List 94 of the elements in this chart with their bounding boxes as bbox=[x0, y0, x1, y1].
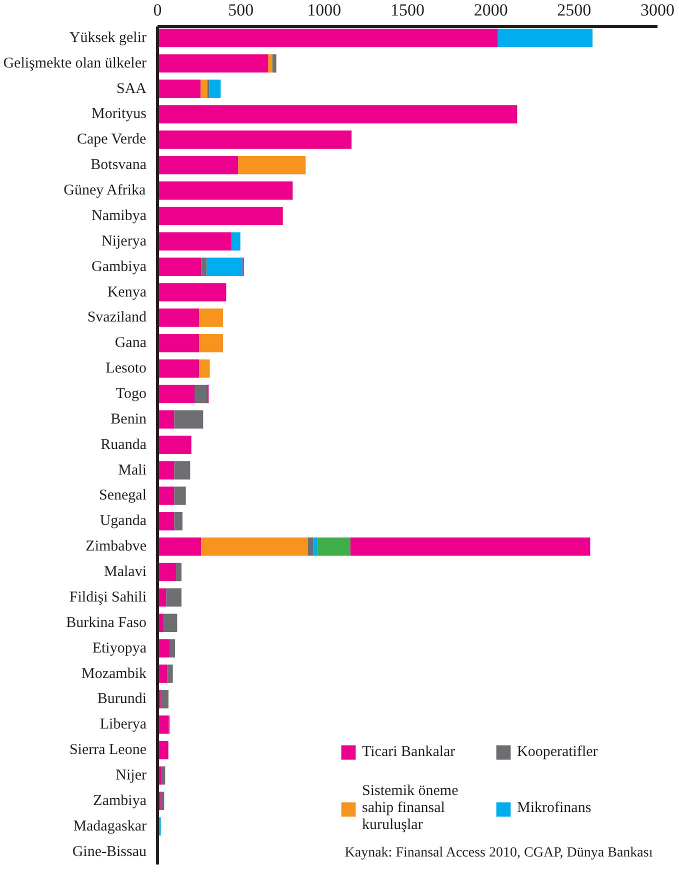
bar bbox=[350, 537, 590, 556]
y-tick-label: Burundi bbox=[97, 691, 147, 708]
bar bbox=[272, 54, 276, 73]
bar bbox=[206, 258, 243, 276]
bar bbox=[308, 537, 314, 556]
bar bbox=[158, 359, 199, 378]
y-tick-label: Morityus bbox=[91, 106, 147, 122]
bar bbox=[170, 639, 175, 658]
y-tick-label: Mali bbox=[118, 462, 147, 478]
y-tick-label: Gambiya bbox=[92, 258, 147, 275]
y-tick-label: Nijerya bbox=[102, 233, 147, 250]
bar bbox=[158, 130, 352, 149]
bar bbox=[232, 232, 240, 251]
bar bbox=[174, 486, 186, 505]
bar bbox=[158, 334, 199, 352]
bar bbox=[194, 384, 208, 404]
legend-label: Sistemik öneme sahip finansal kuruluşlar bbox=[362, 783, 460, 834]
x-tick-label: 500 bbox=[228, 0, 254, 20]
bar bbox=[199, 359, 210, 378]
y-tick-label: Namibya bbox=[92, 208, 147, 224]
y-tick-label: Togo bbox=[116, 386, 147, 402]
y-tick-label: Kenya bbox=[107, 284, 147, 300]
bar bbox=[158, 461, 174, 480]
y-tick-label: Uganda bbox=[100, 513, 147, 530]
y-tick-label: Botsvana bbox=[90, 157, 147, 174]
bar bbox=[158, 384, 194, 404]
bar bbox=[158, 537, 202, 556]
y-tick-label: Liberya bbox=[100, 716, 147, 733]
y-tick-label: Svaziland bbox=[87, 310, 147, 326]
y-tick-label: Senegal bbox=[99, 488, 146, 504]
bar bbox=[268, 54, 272, 73]
y-tick-label: Madagaskar bbox=[73, 818, 147, 834]
bar bbox=[158, 308, 199, 327]
bar bbox=[174, 461, 190, 480]
y-tick-label: Ruanda bbox=[100, 436, 147, 453]
y-tick-label: Yüksek gelir bbox=[69, 30, 147, 46]
y-tick-label: Güney Afrika bbox=[64, 182, 146, 199]
x-tick-label: 0 bbox=[153, 0, 162, 20]
y-tick-label: Gana bbox=[114, 335, 147, 352]
x-tick-label: 2500 bbox=[557, 0, 592, 20]
y-tick-label: SAA bbox=[116, 80, 147, 97]
legend-label: Kooperatifler bbox=[517, 744, 599, 760]
annotation: Kaynak: Finansal Access 2010, CGAP, Dünya Bankası bbox=[344, 846, 653, 860]
x-tick-label: 1500 bbox=[390, 0, 424, 20]
bar bbox=[158, 156, 238, 174]
bar bbox=[166, 588, 182, 607]
y-tick-label: Sierra Leone bbox=[69, 742, 147, 758]
y-tick-label: Lesoto bbox=[106, 360, 147, 377]
y-tick-label: Gine-Bissau bbox=[72, 844, 147, 860]
bar bbox=[176, 562, 182, 582]
bar bbox=[238, 156, 306, 174]
y-tick-label: Nijer bbox=[116, 767, 147, 784]
bar bbox=[209, 80, 221, 98]
y-tick-label: Cape Verde bbox=[76, 132, 147, 148]
bar bbox=[160, 690, 168, 708]
bar bbox=[158, 105, 518, 124]
bar bbox=[158, 54, 268, 73]
y-tick-label: Mozambik bbox=[82, 666, 147, 682]
bar bbox=[199, 308, 223, 327]
bar bbox=[158, 562, 176, 582]
bar bbox=[200, 80, 208, 98]
bar bbox=[174, 512, 182, 530]
y-tick-label: Zambiya bbox=[93, 792, 147, 809]
y-tick-label: Fildişi Sahili bbox=[69, 589, 147, 606]
bar bbox=[313, 537, 318, 556]
bar bbox=[174, 410, 204, 429]
bar bbox=[498, 28, 592, 48]
bar bbox=[158, 512, 174, 530]
bar bbox=[163, 614, 178, 632]
x-tick-label: 3000 bbox=[640, 0, 674, 20]
y-tick-label: Benin bbox=[110, 411, 147, 428]
bar bbox=[158, 206, 283, 226]
bar bbox=[158, 28, 498, 48]
y-tick-label: Etiyopya bbox=[92, 640, 147, 656]
bar bbox=[201, 537, 308, 556]
legend-label: Ticari Bankalar bbox=[362, 744, 456, 760]
y-tick-label: Gelişmekte olan ülkeler bbox=[3, 55, 147, 72]
bar bbox=[158, 436, 192, 454]
y-tick-label: Zimbabve bbox=[86, 538, 147, 555]
bar bbox=[158, 181, 293, 200]
bar bbox=[158, 486, 174, 505]
x-tick-label: 1000 bbox=[307, 0, 342, 20]
x-tick-label: 2000 bbox=[474, 0, 508, 20]
bar bbox=[158, 232, 232, 251]
bar bbox=[199, 334, 223, 352]
bar bbox=[158, 258, 202, 276]
bar bbox=[167, 664, 173, 683]
legend-label: Mikrofinans bbox=[517, 800, 592, 817]
bar bbox=[158, 80, 201, 98]
y-tick-label: Malavi bbox=[104, 564, 147, 580]
y-tick-label: Burkina Faso bbox=[66, 614, 147, 631]
bar bbox=[201, 258, 207, 276]
bar bbox=[317, 537, 350, 556]
bar bbox=[158, 283, 226, 302]
